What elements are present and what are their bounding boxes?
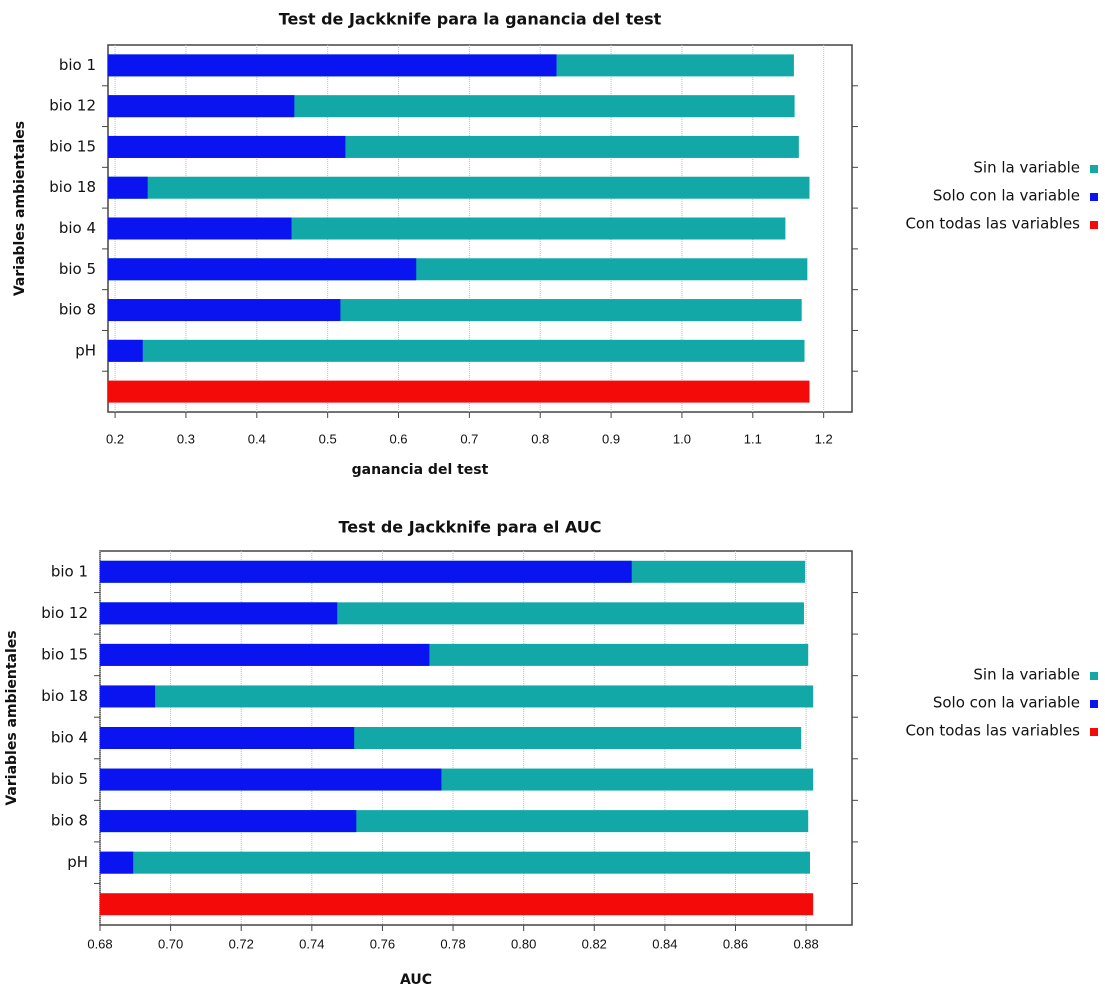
y-tick-label: bio 4 [51, 729, 88, 747]
bar [108, 299, 341, 322]
y-tick-label: bio 1 [59, 56, 96, 74]
y-tick-label: bio 18 [49, 178, 96, 196]
y-tick-label: bio 1 [51, 562, 88, 580]
legend-swatch [1090, 221, 1098, 229]
bar [100, 560, 632, 583]
bar [108, 95, 295, 118]
bar [108, 380, 810, 403]
x-tick-label: 0.8 [531, 431, 549, 446]
bar [108, 339, 805, 362]
x-tick-label: 0.9 [602, 431, 620, 446]
bar [100, 643, 430, 666]
bar [100, 851, 134, 874]
x-tick-label: 0.74 [299, 936, 324, 951]
x-tick-label: 0.72 [229, 936, 254, 951]
y-tick-label: pH [67, 853, 88, 871]
chart-title: Test de Jackknife para la ganancia del t… [279, 10, 662, 29]
y-tick-label: bio 5 [51, 770, 88, 788]
x-tick-label: 0.4 [248, 431, 266, 446]
bar [100, 893, 814, 916]
x-axis-label: ganancia del test [352, 462, 489, 478]
legend-swatch [1090, 700, 1098, 708]
y-tick-label: bio 8 [51, 812, 88, 830]
legend-swatch [1090, 672, 1098, 680]
legend-label: Solo con la variable [933, 694, 1080, 712]
y-tick-label: bio 12 [41, 604, 88, 622]
x-tick-label: 0.68 [87, 936, 112, 951]
bar [100, 602, 338, 625]
bar [108, 217, 292, 240]
x-tick-label: 0.5 [319, 431, 337, 446]
bar [108, 258, 417, 281]
legend-label: Sin la variable [973, 666, 1080, 684]
legend-label: Solo con la variable [933, 187, 1080, 205]
x-tick-label: 0.78 [440, 936, 465, 951]
x-tick-label: 1.0 [673, 431, 691, 446]
legend-label: Sin la variable [973, 159, 1080, 177]
x-tick-label: 0.7 [460, 431, 478, 446]
bar [100, 810, 357, 833]
y-tick-label: pH [75, 341, 96, 359]
legend-label: Con todas las variables [905, 722, 1080, 740]
y-axis-label: Variables ambientales [12, 121, 28, 296]
bar [100, 727, 355, 749]
bar [100, 851, 810, 874]
bar [100, 685, 814, 708]
x-tick-label: 1.2 [815, 431, 833, 446]
legend-swatch [1090, 728, 1098, 736]
bar [100, 685, 156, 708]
x-tick-label: 0.6 [389, 431, 407, 446]
x-tick-label: 0.86 [723, 936, 748, 951]
x-tick-label: 0.3 [177, 431, 195, 446]
bar [100, 768, 442, 791]
bar [108, 339, 143, 362]
x-tick-label: 1.1 [744, 431, 762, 446]
y-tick-label: bio 5 [59, 260, 96, 278]
legend-swatch [1090, 165, 1098, 173]
bar [108, 176, 148, 199]
legend-swatch [1090, 193, 1098, 201]
chart-title: Test de Jackknife para el AUC [338, 518, 601, 537]
x-tick-label: 0.80 [511, 936, 536, 951]
legend-label: Con todas las variables [905, 215, 1080, 233]
y-tick-label: bio 8 [59, 301, 96, 319]
y-tick-label: bio 15 [49, 137, 96, 155]
y-tick-label: bio 4 [59, 219, 96, 237]
y-tick-label: bio 15 [41, 645, 88, 663]
x-tick-label: 0.76 [370, 936, 395, 951]
y-axis-label: Variables ambientales [4, 630, 20, 805]
x-tick-label: 0.2 [106, 431, 124, 446]
x-tick-label: 0.82 [582, 936, 607, 951]
y-tick-label: bio 12 [49, 97, 96, 115]
x-tick-label: 0.88 [793, 936, 818, 951]
y-tick-label: bio 18 [41, 687, 88, 705]
bar [108, 176, 810, 199]
bar [108, 54, 557, 77]
bar [108, 135, 346, 158]
x-tick-label: 0.84 [652, 936, 677, 951]
x-tick-label: 0.70 [158, 936, 183, 951]
x-axis-label: AUC [400, 972, 432, 988]
